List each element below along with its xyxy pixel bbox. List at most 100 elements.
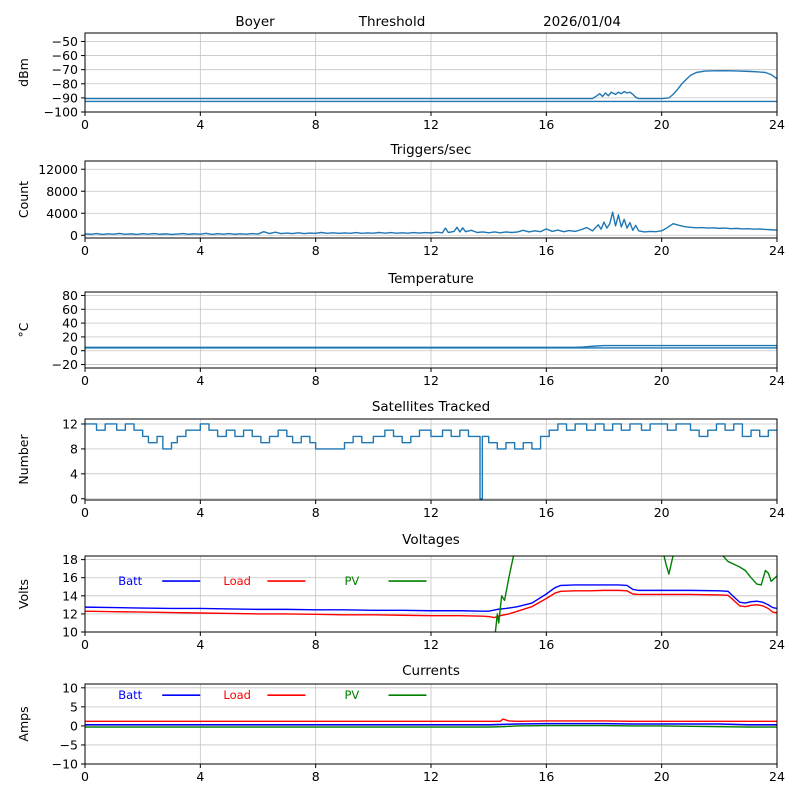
- y-axis-label: Count: [16, 181, 31, 218]
- x-tick-label: 4: [196, 637, 204, 652]
- series-load-amps: [85, 718, 777, 723]
- x-tick-label: 24: [769, 637, 785, 652]
- series-temp-b: [85, 344, 777, 348]
- x-tick-label: 16: [538, 373, 554, 388]
- y-tick-label: 0: [70, 228, 78, 243]
- y-tick-label: 40: [62, 316, 78, 331]
- x-tick-label: 20: [654, 117, 670, 132]
- x-tick-label: 0: [81, 769, 89, 784]
- y-tick-label: 4: [70, 466, 78, 481]
- x-tick-label: 16: [538, 243, 554, 258]
- x-tick-label: 0: [81, 637, 89, 652]
- chart-title: Temperature: [387, 271, 474, 287]
- series-satellites: [85, 423, 777, 500]
- x-tick-label: 8: [312, 637, 320, 652]
- y-tick-label: 18: [62, 552, 78, 567]
- x-tick-label: 20: [654, 243, 670, 258]
- x-tick-label: 8: [312, 117, 320, 132]
- x-tick-label: 4: [196, 243, 204, 258]
- x-tick-label: 16: [538, 769, 554, 784]
- x-tick-label: 12: [423, 243, 439, 258]
- series-batt-amps: [85, 722, 777, 726]
- y-tick-label: 12: [62, 416, 78, 431]
- x-tick-label: 24: [769, 243, 785, 258]
- y-tick-label: 4000: [46, 206, 78, 221]
- y-tick-label: −10: [52, 757, 78, 772]
- legend-label-load: Load: [223, 574, 251, 588]
- x-tick-label: 24: [769, 769, 785, 784]
- y-tick-label: −100: [44, 105, 78, 120]
- x-tick-label: 12: [423, 769, 439, 784]
- y-tick-label: 10: [62, 625, 78, 640]
- chart-voltages: 0 4 8 12 16 20 24 10 12 14 16 18 Volts Voltages Batt Lo…: [16, 532, 785, 652]
- x-tick-label: 20: [654, 637, 670, 652]
- y-tick-label: −60: [52, 48, 78, 63]
- y-axis-label: °C: [16, 322, 31, 337]
- x-tick-label: 8: [312, 769, 320, 784]
- y-tick-label: 60: [62, 302, 78, 317]
- y-tick-label: −50: [52, 34, 78, 49]
- y-tick-label: 0: [70, 491, 78, 506]
- chart-satellites: 0 4 8 12 16 20 24 0 4 8 12 Number Satellites Tracked: [16, 399, 785, 520]
- x-tick-label: 0: [81, 243, 89, 258]
- y-tick-label: 12000: [38, 162, 78, 177]
- chart-title: Triggers/sec: [390, 142, 472, 158]
- series-signal: [85, 69, 777, 100]
- y-tick-label: 8: [70, 441, 78, 456]
- series-load-volts: [85, 589, 777, 619]
- x-tick-label: 20: [654, 505, 670, 520]
- chart-currents: 0 4 8 12 16 20 24 −10 −5 0 5 10 Amps Currents Batt Load…: [16, 663, 785, 784]
- y-axis-label: Amps: [16, 706, 31, 741]
- y-tick-label: −20: [52, 357, 78, 372]
- y-axis-label: dBm: [16, 58, 31, 87]
- y-tick-label: 80: [62, 288, 78, 303]
- y-tick-label: 10: [62, 680, 78, 695]
- x-tick-label: 24: [769, 117, 785, 132]
- x-tick-label: 0: [81, 117, 89, 132]
- y-tick-label: −90: [52, 90, 78, 105]
- y-tick-label: −80: [52, 76, 78, 91]
- series-triggers: [85, 211, 777, 236]
- x-tick-label: 12: [423, 637, 439, 652]
- x-tick-label: 8: [312, 243, 320, 258]
- series-batt-volts: [85, 584, 777, 612]
- x-tick-label: 24: [769, 373, 785, 388]
- legend-label-batt: Batt: [118, 574, 142, 588]
- chart-title: Voltages: [402, 532, 460, 548]
- x-tick-label: 24: [769, 505, 785, 520]
- legend-label-pv: PV: [345, 574, 360, 588]
- legend-label-pv: PV: [345, 688, 360, 702]
- x-tick-label: 16: [538, 505, 554, 520]
- y-tick-label: 14: [62, 588, 78, 603]
- y-tick-label: −70: [52, 62, 78, 77]
- x-tick-label: 20: [654, 769, 670, 784]
- x-tick-label: 0: [81, 373, 89, 388]
- chart-triggers: 0 4 8 12 16 20 24 0 4000 8000 12000 Count Triggers/s…: [16, 142, 785, 258]
- x-tick-label: 16: [538, 117, 554, 132]
- chart-title-segment: Boyer: [235, 14, 275, 30]
- chart-rssi: 0 4 8 12 16 20 24 −100−90−80−70−60−50 dBm Boyer Th…: [16, 14, 785, 132]
- x-tick-label: 8: [312, 373, 320, 388]
- series-pv-amps: [85, 724, 777, 728]
- y-tick-label: 0: [70, 343, 78, 358]
- y-axis-label: Number: [16, 434, 31, 485]
- chart-title: Currents: [402, 663, 460, 679]
- legend-label-batt: Batt: [118, 688, 142, 702]
- x-tick-label: 12: [423, 117, 439, 132]
- chart-title-segment: 2026/01/04: [543, 14, 621, 30]
- legend-label-load: Load: [223, 688, 251, 702]
- y-tick-label: 5: [70, 699, 78, 714]
- x-tick-label: 20: [654, 373, 670, 388]
- x-tick-label: 4: [196, 505, 204, 520]
- x-tick-label: 4: [196, 117, 204, 132]
- series-pv-volts: [494, 556, 777, 632]
- x-tick-label: 4: [196, 373, 204, 388]
- x-tick-label: 4: [196, 769, 204, 784]
- x-tick-label: 8: [312, 505, 320, 520]
- x-tick-label: 0: [81, 505, 89, 520]
- y-tick-label: 12: [62, 606, 78, 621]
- y-tick-label: 16: [62, 570, 78, 585]
